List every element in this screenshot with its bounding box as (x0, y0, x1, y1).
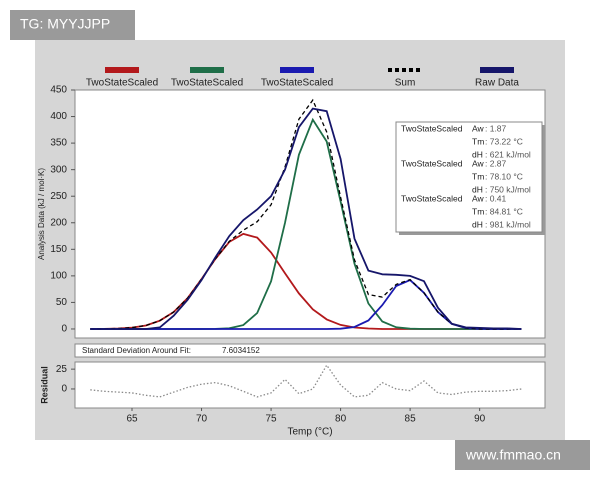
info-name: TwoStateScaled (401, 193, 463, 203)
y-tick-label: 50 (56, 297, 68, 308)
info-key: Aw (472, 193, 485, 203)
tag-box (10, 10, 135, 40)
info-value: : 78.10 °C (485, 171, 523, 181)
legend-label: Raw Data (475, 78, 519, 89)
legend-swatch (190, 67, 224, 73)
legend-swatch (480, 67, 514, 73)
header-tag: TG: MYYJJPP (20, 16, 110, 32)
info-key: dH (472, 184, 483, 194)
info-key: Tm (472, 206, 484, 216)
info-key: Aw (472, 123, 485, 133)
info-key: dH (472, 149, 483, 159)
stat-label: Standard Deviation Around Fit: (82, 346, 191, 355)
stat-bar (74, 343, 546, 358)
residual-axis-label: Residual (39, 366, 49, 404)
tag-box (455, 440, 590, 470)
y-tick-label: 400 (50, 111, 67, 122)
x-tick-label: 90 (474, 414, 486, 425)
series-line (90, 98, 522, 330)
x-tick-label: 85 (405, 414, 417, 425)
x-tick-label: 75 (266, 414, 278, 425)
y-axis-label: Analysis Data (kJ / mol·K) (37, 168, 46, 260)
y-tick-label: 150 (50, 244, 67, 255)
info-key: Tm (472, 136, 484, 146)
info-key: dH (472, 219, 483, 229)
info-value: : 0.41 (485, 193, 507, 203)
info-value: : 2.87 (485, 158, 507, 168)
y-tick-label: 450 (50, 85, 67, 96)
info-value: : 84.81 °C (485, 206, 523, 216)
legend-label: TwoStateScaled (86, 78, 158, 89)
footer-tag: www.fmmao.cn (465, 447, 561, 463)
y-tick-label: 300 (50, 164, 67, 175)
y-tick-label: 350 (50, 138, 67, 149)
info-box (395, 121, 543, 233)
info-name: TwoStateScaled (401, 123, 463, 133)
info-value: : 981 kJ/mol (485, 219, 531, 229)
info-key: Aw (472, 158, 485, 168)
y-tick-label: 0 (61, 324, 67, 335)
legend-label: TwoStateScaled (171, 78, 243, 89)
x-tick-label: 65 (126, 414, 138, 425)
y-tick-label: 0 (61, 384, 67, 395)
info-value: : 750 kJ/mol (485, 184, 531, 194)
legend-label: TwoStateScaled (261, 78, 333, 89)
series-line (90, 107, 522, 330)
y-tick-label: 100 (50, 271, 67, 282)
x-tick-label: 80 (335, 414, 347, 425)
y-tick-label: 25 (56, 364, 68, 375)
y-tick-label: 200 (50, 217, 67, 228)
stat-value: 7.6034152 (222, 346, 260, 355)
legend-swatch (105, 67, 139, 73)
info-value: : 621 kJ/mol (485, 149, 531, 159)
x-tick-label: 70 (196, 414, 208, 425)
info-name: TwoStateScaled (401, 158, 463, 168)
legend-label: Sum (395, 78, 416, 89)
info-value: : 1.87 (485, 123, 507, 133)
residual-area (74, 361, 546, 409)
info-key: Tm (472, 171, 484, 181)
info-value: : 73.22 °C (485, 136, 523, 146)
x-axis-label: Temp (°C) (287, 427, 332, 438)
legend-swatch (280, 67, 314, 73)
y-tick-label: 250 (50, 191, 67, 202)
